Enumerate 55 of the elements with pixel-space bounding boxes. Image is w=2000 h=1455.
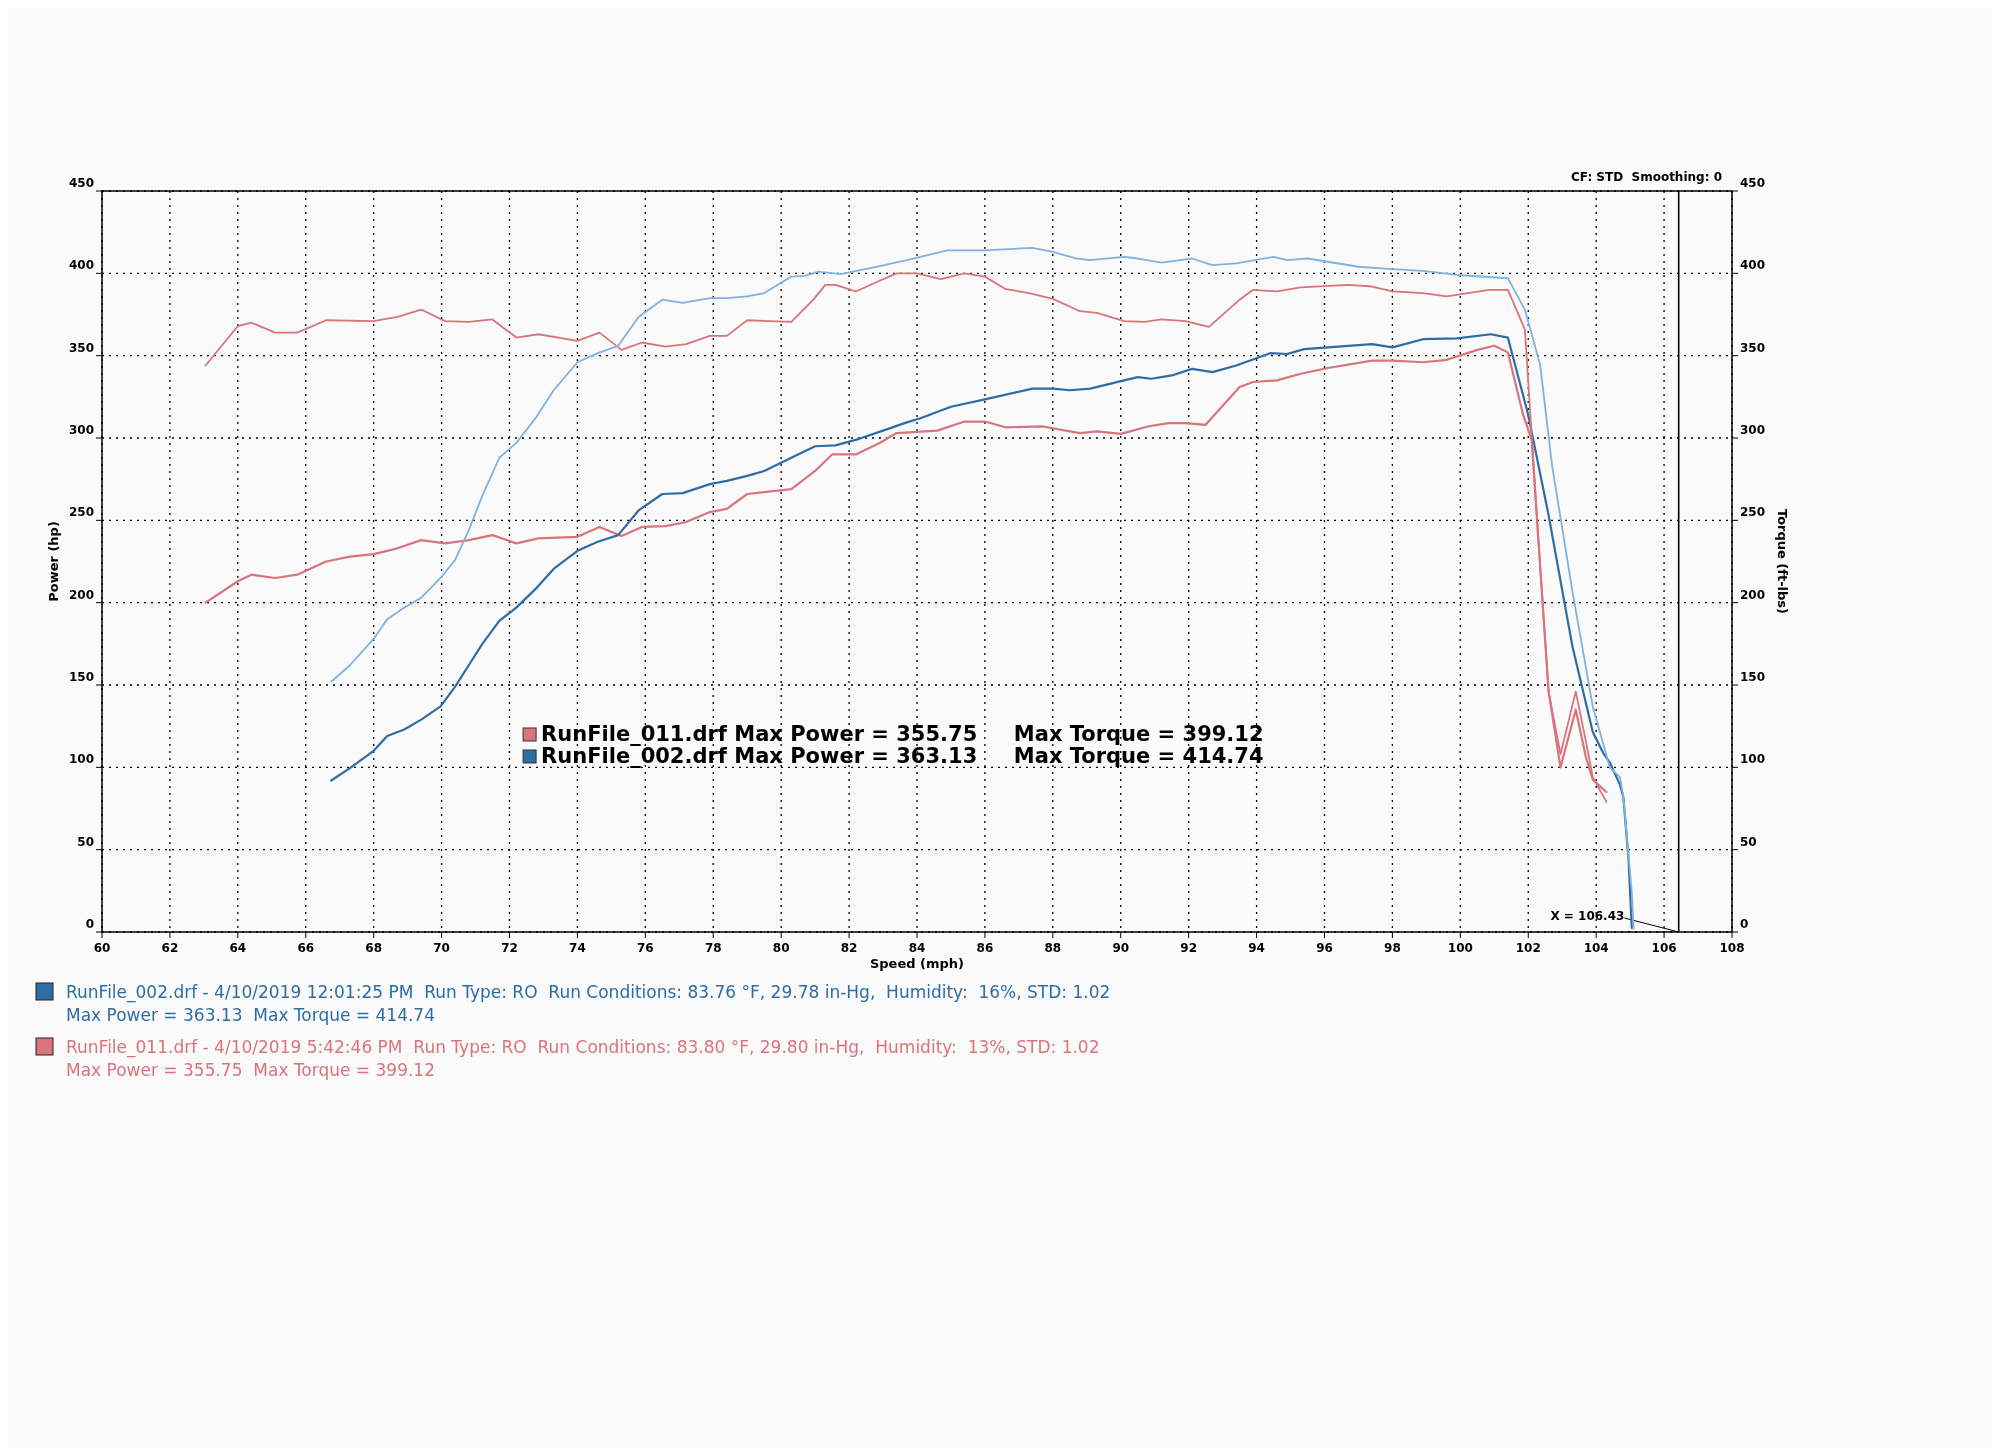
legend-label: RunFile_011.drf Max Power = 355.75 Max Torque = 399.12 [541,721,1264,746]
y2-tick-label: 300 [1740,423,1766,437]
x-tick-label: 60 [93,941,111,955]
text: RunFile_002.drf - 4/10/2019 12:01:25 PM Run Type: RO Run Conditions: 83.76 °F, 29.78 in-Hg, Humidity: 16%, STD: 1.02 [66,982,1111,1003]
y-tick-label: 450 [68,176,94,190]
y-tick-label: 250 [68,505,94,520]
y-tick-label: 0 [85,917,94,931]
y-tick-label: 400 [68,258,94,273]
x-tick-label: 62 [161,941,179,955]
x-tick-label: 94 [1248,941,1265,955]
x-tick-label: 84 [908,941,926,955]
x-tick-label: 92 [1180,941,1198,955]
y-tick-label: 150 [68,670,94,684]
x-tick-label: 76 [636,941,654,955]
y-tick-label: 350 [68,340,94,355]
y2-tick-label: 100 [1740,752,1766,767]
ref-line-label: X = 106.43 [1550,909,1625,923]
text: Max Power = 355.75 Max Torque = 399.12 [66,1060,435,1080]
text: Max Power = 363.13 Max Torque = 414.74 [66,1005,435,1025]
text: CF: STD Smoothing: 0 [1571,170,1722,184]
y2-tick-label: 200 [1740,587,1766,602]
y2-tick-label: 250 [1740,505,1766,520]
y2-tick-label: 50 [1740,834,1757,849]
x-tick-label: 96 [1316,941,1333,955]
y-tick-label: 300 [68,423,94,437]
x-tick-label: 82 [840,941,858,955]
y2-tick-label: 150 [1740,670,1766,684]
y2-tick-label: 350 [1740,340,1766,355]
x-tick-label: 80 [772,941,790,955]
x-tick-label: 86 [976,941,994,955]
x-tick-label: 106 [1651,941,1677,955]
text: RunFile_011.drf - 4/10/2019 5:42:46 PM Run Type: RO Run Conditions: 83.80 °F, 29.80 in-Hg, Humidity: 13%, STD: 1.02 [66,1037,1100,1058]
x-tick-label: 108 [1719,941,1745,955]
y-tick-label: 200 [68,587,94,602]
x-tick-label: 70 [433,941,450,955]
x-tick-label: 98 [1384,941,1401,955]
x-tick-label: 102 [1515,941,1541,955]
x-tick-label: 72 [501,941,518,955]
x-tick-label: 88 [1044,941,1062,955]
x-tick-label: 64 [229,941,247,955]
x-tick-label: 66 [297,941,315,955]
y2-axis-title: Torque (ft-lbs) [1775,508,1790,615]
x-axis-title: Speed (mph) [869,956,965,971]
x-tick-label: 90 [1112,941,1130,955]
x-tick-label: 104 [1583,941,1609,955]
y-tick-label: 100 [68,752,94,767]
x-tick-label: 74 [569,941,586,955]
y2-tick-label: 0 [1740,917,1749,931]
x-tick-label: 78 [704,941,722,955]
y-axis-title: Power (hp) [46,521,61,602]
x-tick-label: 100 [1447,941,1473,955]
y2-tick-label: 450 [1740,176,1766,190]
y-tick-label: 50 [77,834,94,849]
y2-tick-label: 400 [1740,258,1766,273]
x-tick-label: 68 [365,941,383,955]
